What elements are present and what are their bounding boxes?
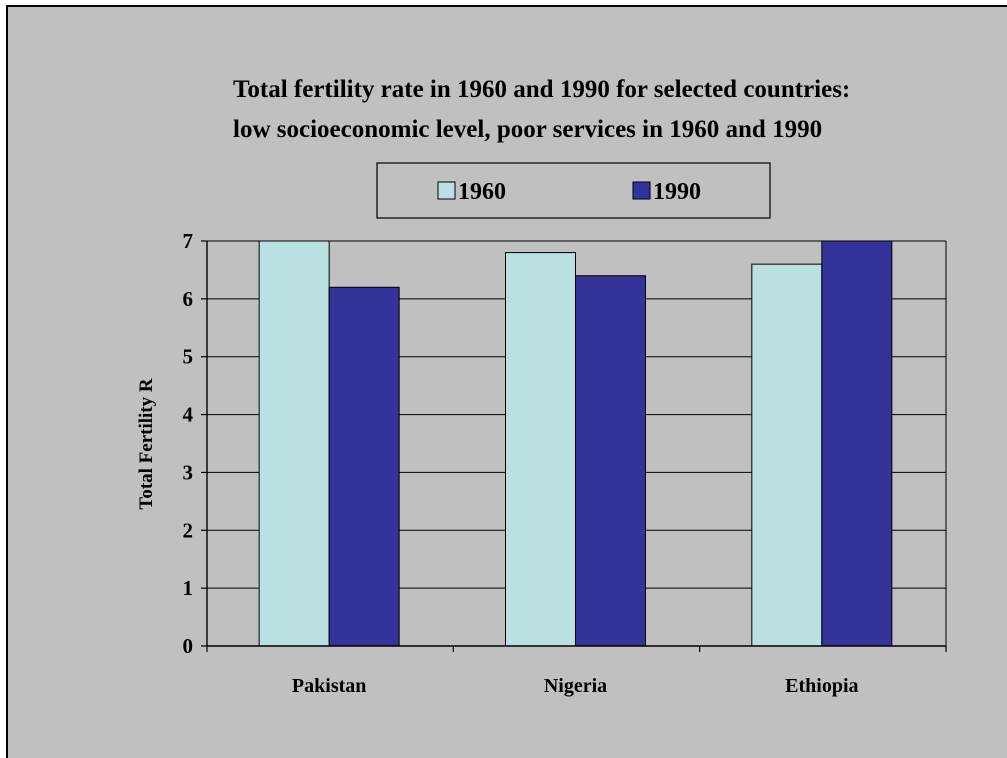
y-tick-label: 5 — [183, 345, 194, 369]
bar-nigeria-1990 — [575, 275, 646, 647]
bar-pakistan-1960 — [258, 240, 330, 647]
plot-area: 0 1 2 3 4 5 6 7 Pakistan Nigeria Ethiopia — [183, 229, 947, 697]
bars — [258, 240, 893, 647]
legend: 1960 1990 — [376, 162, 771, 219]
x-tick-labels: Pakistan Nigeria Ethiopia — [292, 675, 859, 697]
x-tick-label-nigeria: Nigeria — [544, 675, 607, 697]
chart-title-line-1: Total fertility rate in 1960 and 1990 fo… — [233, 76, 850, 103]
x-tick-label-ethiopia: Ethiopia — [785, 675, 858, 697]
bar-pakistan-1990 — [328, 286, 400, 647]
y-axis-label: Total Fertility R — [136, 378, 157, 509]
legend-label-1960: 1960 — [458, 179, 506, 205]
y-tick-label: 0 — [183, 634, 194, 658]
y-tick-label: 1 — [183, 576, 194, 600]
axes — [201, 240, 947, 652]
chart-title-line-2: low socioeconomic level, poor services i… — [233, 116, 822, 143]
y-tick-label: 7 — [183, 229, 194, 253]
x-tick-label-pakistan: Pakistan — [292, 675, 366, 697]
y-tick-label: 2 — [183, 518, 194, 542]
chart-title: Total fertility rate in 1960 and 1990 fo… — [233, 76, 850, 143]
legend-swatch-1960 — [437, 181, 456, 200]
bar-ethiopia-1990 — [821, 240, 893, 647]
legend-label-1990: 1990 — [653, 179, 701, 205]
y-tick-label: 4 — [183, 403, 194, 427]
y-tick-labels: 0 1 2 3 4 5 6 7 — [183, 229, 194, 658]
bar-ethiopia-1960 — [751, 263, 823, 647]
y-tick-label: 3 — [183, 460, 194, 484]
legend-swatch-1990 — [632, 181, 651, 200]
bar-nigeria-1960 — [505, 252, 576, 647]
y-tick-label: 6 — [183, 287, 194, 311]
legend-box — [376, 162, 771, 219]
